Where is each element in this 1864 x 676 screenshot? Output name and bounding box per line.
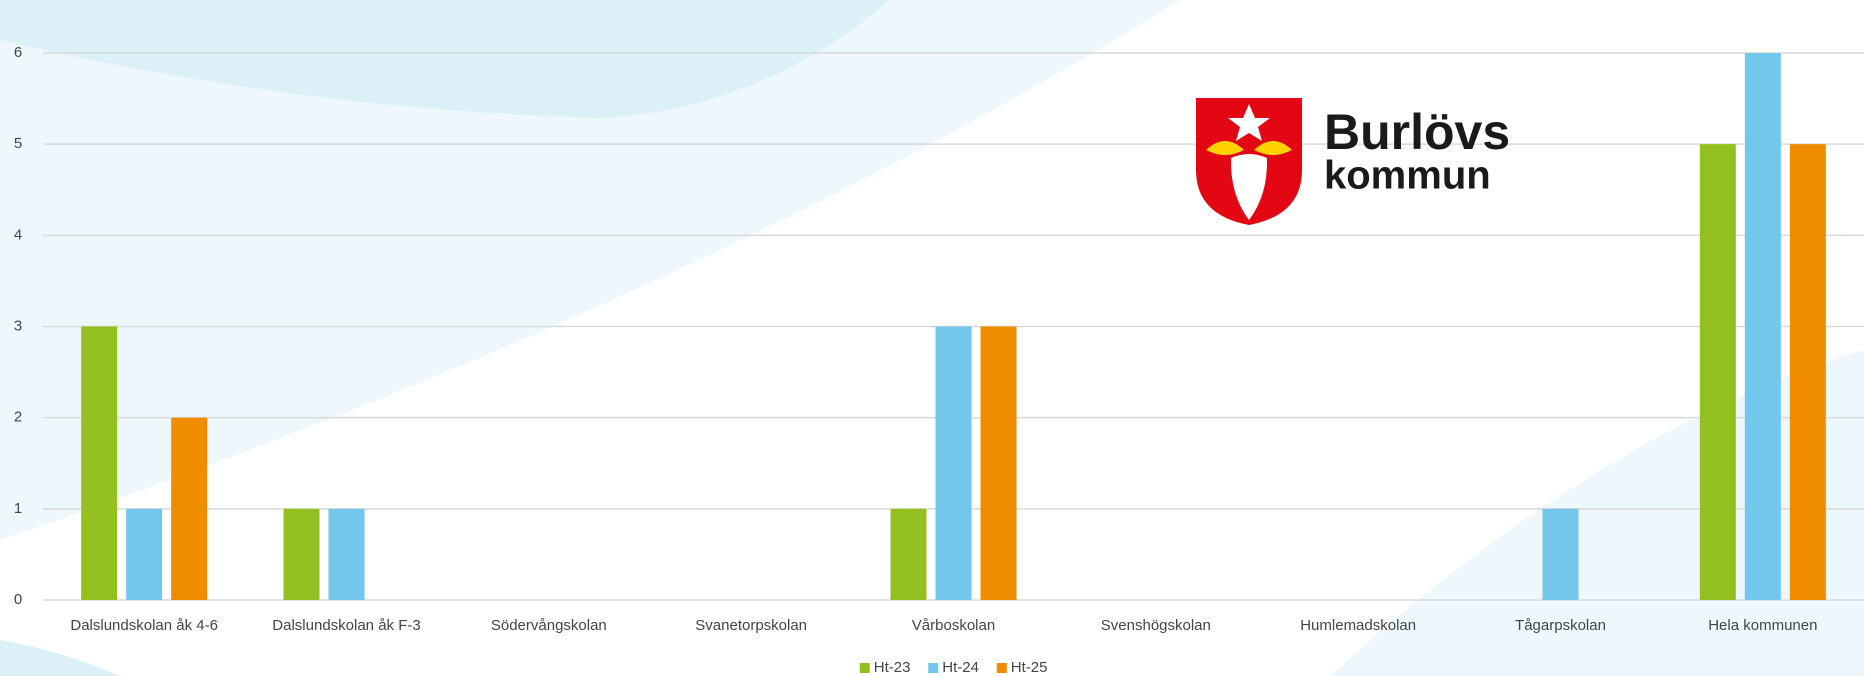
y-tick-label: 5: [14, 135, 22, 152]
background-shape: [0, 0, 890, 118]
x-tick-label: Humlemadskolan: [1300, 617, 1416, 634]
x-tick-label: Vårboskolan: [912, 617, 995, 634]
y-tick-label: 0: [14, 591, 22, 608]
logo: Burlövs kommun: [1196, 98, 1510, 225]
bar: [1542, 508, 1579, 600]
x-tick-label: Svenshögskolan: [1101, 617, 1211, 634]
bar: [890, 508, 927, 600]
x-tick-label: Tågarpskolan: [1515, 617, 1606, 634]
legend-label: Ht-24: [942, 659, 979, 676]
background-shape: [0, 0, 1180, 540]
legend-label: Ht-23: [874, 659, 911, 676]
legend-swatch: [859, 663, 870, 673]
bar: [1789, 144, 1826, 600]
bar: [1699, 144, 1736, 600]
legend-label: Ht-25: [1011, 659, 1048, 676]
legend-swatch: [928, 663, 939, 673]
bar: [328, 508, 365, 600]
y-tick-label: 3: [14, 317, 22, 334]
x-tick-label: Svanetorpskolan: [695, 617, 807, 634]
y-tick-label: 2: [14, 409, 22, 426]
x-tick-label: Södervångskolan: [491, 617, 607, 634]
logo-text: Burlövs: [1324, 104, 1510, 160]
y-tick-label: 6: [14, 44, 22, 61]
logo-leaves: [1206, 141, 1292, 155]
bar: [1744, 53, 1781, 600]
bar: [980, 326, 1017, 600]
logo-star: [1228, 104, 1270, 141]
x-tick-label: Dalslundskolan åk 4-6: [70, 617, 218, 634]
bar: [81, 326, 118, 600]
x-tick-label: Hela kommunen: [1708, 617, 1817, 634]
bar: [171, 417, 208, 600]
x-tick-label: Dalslundskolan åk F-3: [272, 617, 420, 634]
bar: [283, 508, 320, 600]
legend: Ht-23 Ht-24 Ht-25: [859, 659, 1048, 676]
y-tick-label: 1: [14, 500, 22, 517]
bar: [126, 508, 163, 600]
legend-swatch: [996, 663, 1007, 673]
background-shape: [0, 640, 120, 676]
logo-root: [1230, 154, 1268, 220]
logo-text: kommun: [1324, 154, 1491, 198]
bar: [935, 326, 972, 600]
y-tick-label: 4: [14, 226, 22, 243]
